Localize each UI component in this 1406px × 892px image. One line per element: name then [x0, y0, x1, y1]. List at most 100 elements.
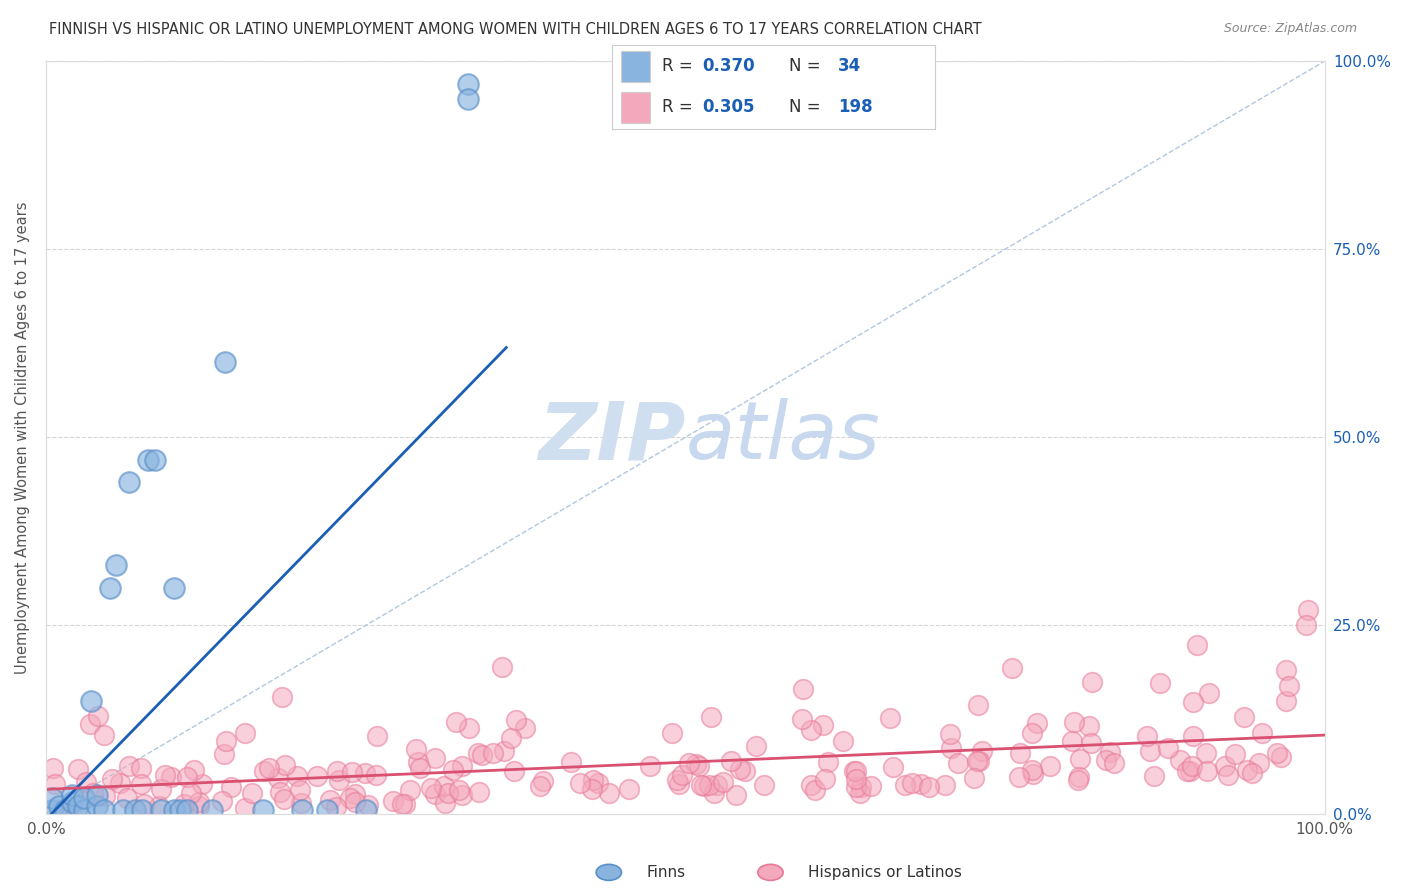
- Point: [326, 764, 349, 778]
- Point: [419, 781, 441, 796]
- Text: 34: 34: [838, 57, 862, 75]
- Point: [240, 786, 263, 800]
- Point: [790, 712, 813, 726]
- Point: [1157, 741, 1180, 756]
- Point: [381, 794, 404, 808]
- Point: [176, 803, 198, 817]
- Point: [325, 799, 347, 814]
- Point: [1180, 764, 1202, 779]
- Point: [817, 755, 839, 769]
- Point: [946, 756, 969, 770]
- Point: [129, 777, 152, 791]
- Point: [423, 751, 446, 765]
- Point: [219, 780, 242, 794]
- Point: [201, 803, 224, 817]
- Point: [187, 798, 209, 813]
- Point: [273, 792, 295, 806]
- Point: [505, 714, 527, 728]
- Point: [79, 717, 101, 731]
- Point: [1077, 719, 1099, 733]
- Point: [188, 796, 211, 810]
- Point: [433, 779, 456, 793]
- FancyBboxPatch shape: [621, 52, 651, 82]
- Point: [173, 797, 195, 812]
- Point: [560, 755, 582, 769]
- Point: [44, 777, 66, 791]
- Text: Hispanics or Latinos: Hispanics or Latinos: [808, 865, 962, 880]
- Point: [832, 734, 855, 748]
- Point: [1069, 770, 1091, 784]
- Point: [963, 772, 986, 786]
- Point: [848, 786, 870, 800]
- Point: [471, 748, 494, 763]
- Point: [720, 754, 742, 768]
- Point: [319, 793, 342, 807]
- Text: R =: R =: [662, 57, 697, 75]
- Point: [41, 803, 63, 817]
- Point: [678, 756, 700, 771]
- Point: [845, 764, 868, 778]
- Point: [457, 92, 479, 106]
- Point: [1265, 746, 1288, 760]
- Point: [901, 776, 924, 790]
- Point: [800, 778, 823, 792]
- Text: N =: N =: [790, 57, 827, 75]
- Point: [894, 778, 917, 792]
- Point: [1099, 745, 1122, 759]
- Point: [918, 780, 941, 794]
- Point: [1008, 746, 1031, 760]
- Point: [93, 803, 115, 817]
- Y-axis label: Unemployment Among Women with Children Ages 6 to 17 years: Unemployment Among Women with Children A…: [15, 201, 30, 673]
- Point: [1240, 765, 1263, 780]
- Point: [60, 806, 83, 821]
- Point: [468, 785, 491, 799]
- Point: [344, 787, 367, 801]
- Point: [1039, 759, 1062, 773]
- Point: [1296, 603, 1319, 617]
- Point: [98, 581, 121, 595]
- Point: [366, 729, 388, 743]
- Point: [1277, 679, 1299, 693]
- Point: [1021, 763, 1043, 777]
- Point: [752, 778, 775, 792]
- Text: Source: ZipAtlas.com: Source: ZipAtlas.com: [1223, 22, 1357, 36]
- Point: [745, 739, 768, 754]
- Point: [845, 780, 868, 795]
- Point: [1022, 767, 1045, 781]
- Point: [699, 778, 721, 792]
- Point: [1021, 726, 1043, 740]
- Point: [666, 772, 689, 787]
- Point: [941, 741, 963, 756]
- Point: [252, 803, 274, 817]
- Point: [136, 453, 159, 467]
- Point: [1139, 744, 1161, 758]
- Point: [1102, 756, 1125, 770]
- Point: [1198, 686, 1220, 700]
- Point: [1135, 729, 1157, 743]
- Point: [939, 726, 962, 740]
- Point: [271, 690, 294, 705]
- Point: [87, 709, 110, 723]
- Point: [408, 755, 430, 769]
- Point: [357, 797, 380, 812]
- Point: [285, 768, 308, 782]
- Point: [1142, 769, 1164, 783]
- Point: [617, 782, 640, 797]
- Point: [75, 774, 97, 789]
- Point: [214, 747, 236, 761]
- Point: [153, 767, 176, 781]
- Point: [728, 762, 751, 776]
- Point: [967, 698, 990, 713]
- Point: [1069, 752, 1091, 766]
- Text: FINNISH VS HISPANIC OR LATINO UNEMPLOYMENT AMONG WOMEN WITH CHILDREN AGES 6 TO 1: FINNISH VS HISPANIC OR LATINO UNEMPLOYME…: [49, 22, 981, 37]
- Point: [444, 714, 467, 729]
- Point: [269, 785, 291, 799]
- Point: [1270, 749, 1292, 764]
- Point: [399, 783, 422, 797]
- Point: [86, 799, 108, 814]
- Point: [582, 772, 605, 787]
- Point: [93, 728, 115, 742]
- Point: [82, 786, 104, 800]
- Point: [1187, 638, 1209, 652]
- Point: [86, 788, 108, 802]
